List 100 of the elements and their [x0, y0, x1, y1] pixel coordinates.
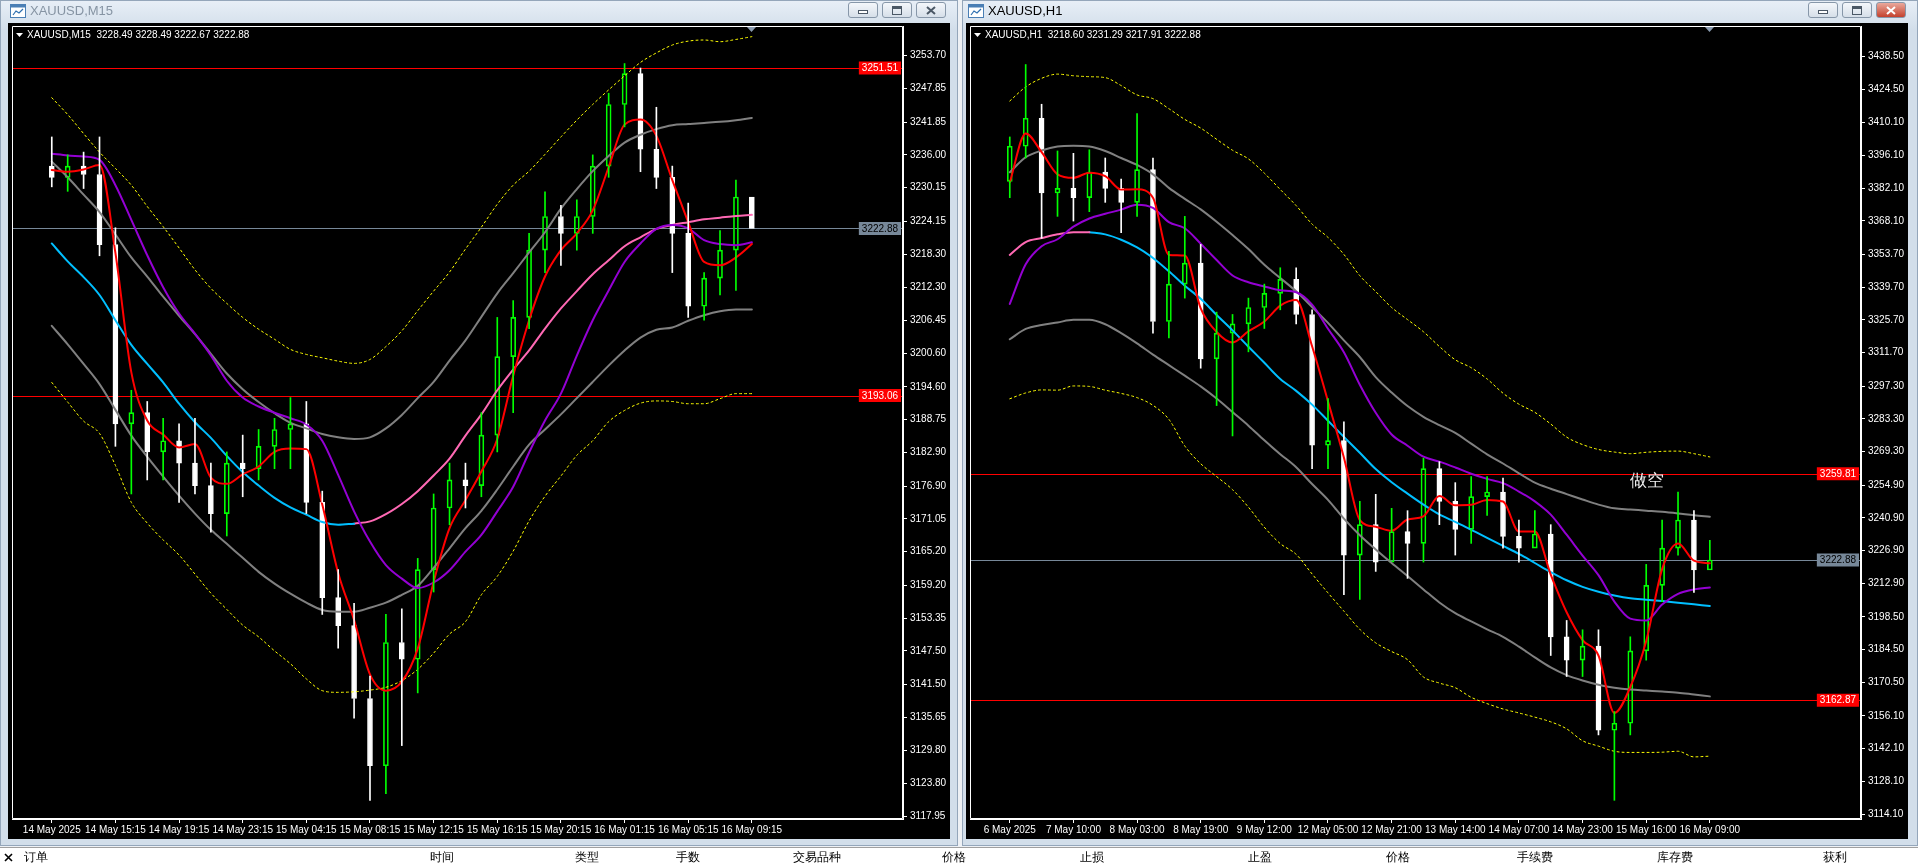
y-tick-label: 3156.10 [1868, 709, 1905, 721]
candlestick [1197, 244, 1204, 369]
y-tick-label: 3188.75 [910, 413, 947, 425]
line-series [50, 116, 753, 441]
x-tick-label: 15 May 08:15 [339, 823, 401, 835]
y-tick-label: 3212.30 [910, 281, 947, 293]
y-tick-label: 3184.50 [1868, 643, 1905, 655]
candlestick [1547, 524, 1554, 656]
y-tick-label: 3253.70 [910, 49, 947, 61]
y-tick-label: 3311.70 [1868, 346, 1904, 358]
y-tick-label: 3135.65 [910, 711, 947, 723]
ref-line-label: 3162.87 [1819, 694, 1857, 706]
y-tick-label: 3218.30 [910, 247, 947, 259]
y-tick-label: 3171.05 [910, 512, 947, 524]
text: 止盈 [1248, 850, 1272, 865]
text: 价格 [942, 850, 966, 865]
candlestick [319, 490, 326, 615]
y-tick-label: 3241.85 [910, 115, 947, 127]
candlestick [144, 401, 151, 481]
x-tick-label: 16 May 09:00 [1679, 823, 1741, 835]
candlestick [239, 434, 246, 498]
y-tick-label: 3438.50 [1868, 50, 1905, 62]
line-series [1009, 385, 1711, 758]
x-tick-label: 8 May 19:00 [1173, 823, 1229, 835]
line-series [1088, 231, 1711, 607]
y-tick-label: 3198.50 [1868, 610, 1905, 622]
line-series [353, 213, 753, 525]
line-series [1009, 73, 1711, 458]
x-tick-label: 16 May 05:15 [657, 823, 719, 835]
y-tick-label: 3212.90 [1868, 577, 1905, 589]
y-tick-label: 3269.30 [1868, 445, 1905, 457]
x-tick-label: 15 May 04:15 [276, 823, 338, 835]
y-tick-label: 3297.30 [1868, 379, 1905, 391]
candlestick [1309, 309, 1315, 469]
y-tick-label: 3247.85 [910, 82, 947, 94]
candlestick [351, 602, 357, 719]
y-tick-label: 3339.70 [1868, 280, 1905, 292]
candlestick [176, 423, 182, 503]
x-tick-label: 15 May 16:00 [1615, 823, 1677, 835]
y-tick-label: 3153.35 [910, 611, 947, 623]
y-tick-label: 3129.80 [910, 743, 947, 755]
chart-subtitle: XAUUSD,H1 3218.60 3231.29 3217.91 3222.88 [985, 28, 1202, 40]
x-tick-label: 14 May 23:15 [212, 823, 274, 835]
ref-line-label: 3251.51 [861, 62, 899, 74]
candlestick [367, 675, 373, 801]
candlestick [1150, 157, 1156, 334]
x-tick-label: 6 May 2025 [983, 823, 1037, 835]
y-tick-label: 3396.10 [1868, 149, 1905, 161]
y-tick-label: 3117.95 [910, 810, 946, 822]
x-tick-label: 14 May 2025 [22, 823, 82, 835]
line-series [1008, 231, 1091, 256]
text: 止损 [1080, 850, 1104, 865]
text: 获利 [1823, 850, 1847, 865]
y-tick-label: 3170.50 [1868, 676, 1905, 688]
candlestick [1516, 519, 1522, 563]
x-tick-label: 16 May 01:15 [594, 823, 656, 835]
x-tick-label: 9 May 12:00 [1236, 823, 1293, 835]
candlestick [1341, 421, 1347, 596]
ref-line-label: 3222.88 [861, 222, 899, 234]
y-tick-label: 3147.50 [910, 644, 947, 656]
candlestick [558, 205, 564, 266]
x-tick-label: 16 May 09:15 [721, 823, 783, 835]
y-tick-label: 3224.15 [910, 215, 947, 227]
y-tick-label: 3368.10 [1868, 214, 1905, 226]
x-tick-label: 8 May 03:00 [1109, 823, 1166, 835]
y-tick-label: 3200.60 [910, 347, 947, 359]
candlestick [48, 136, 55, 188]
y-tick-label: 3325.70 [1868, 313, 1905, 325]
x-tick-label: 14 May 15:15 [85, 823, 147, 835]
y-tick-label: 3353.70 [1868, 248, 1905, 260]
y-tick-label: 3176.90 [910, 479, 947, 491]
x-tick-label: 14 May 19:15 [148, 823, 210, 835]
y-tick-label: 3114.10 [1868, 807, 1904, 819]
y-tick-label: 3141.50 [910, 678, 947, 690]
chart-title: XAUUSD,H1 [988, 2, 1063, 20]
y-tick-label: 3254.90 [1868, 478, 1905, 490]
ref-line-label: 3259.81 [1819, 468, 1857, 479]
candlestick [192, 417, 198, 495]
line-series [1008, 144, 1711, 518]
y-tick-label: 3230.15 [910, 181, 947, 193]
x-tick-label: 12 May 21:00 [1361, 823, 1423, 835]
candlestick [1118, 178, 1124, 234]
ref-line-label: 3222.88 [1819, 554, 1857, 566]
y-tick-label: 3128.10 [1868, 775, 1905, 787]
text: 订单 [24, 850, 48, 865]
y-tick-label: 3182.90 [910, 446, 947, 458]
text: 交易品种 [793, 850, 841, 865]
line-series [1008, 203, 1711, 622]
y-tick-label: 3283.30 [1868, 412, 1905, 424]
x-tick-label: 15 May 20:15 [530, 823, 592, 835]
x-tick-label: 14 May 23:00 [1552, 823, 1614, 835]
x-tick-label: 15 May 16:15 [466, 823, 529, 835]
text: 库存费 [1657, 850, 1693, 865]
y-tick-label: 3226.90 [1868, 544, 1905, 556]
y-tick-label: 3159.20 [910, 579, 947, 591]
candlestick [398, 608, 405, 746]
text: 时间 [430, 850, 454, 865]
x-tick-label: 15 May 12:15 [403, 823, 465, 835]
y-tick-label: 3206.45 [910, 314, 947, 326]
y-tick-label: 3165.20 [910, 545, 947, 557]
